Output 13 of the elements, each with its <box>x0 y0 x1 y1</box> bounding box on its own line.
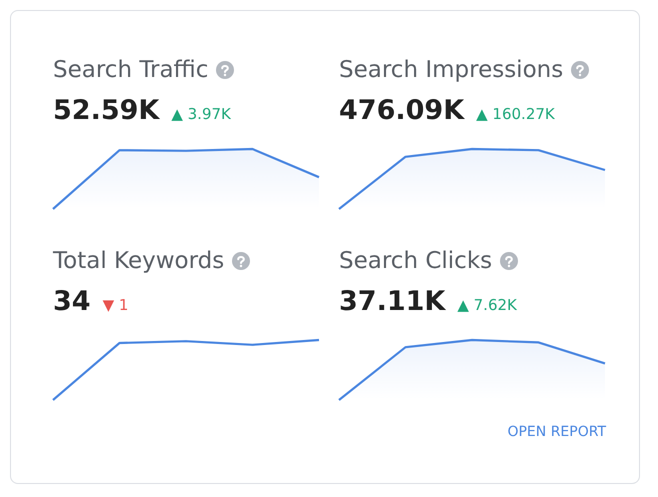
text: ▲ 160.27K <box>476 105 555 123</box>
chart-subtitle: 52.59K <box>53 95 160 126</box>
chart-subtitle: 37.11K <box>339 286 446 317</box>
chart-title: Search Impressions <box>339 57 564 83</box>
chart-subtitle: 476.09K <box>339 95 464 126</box>
text: ▲ 7.62K <box>457 296 517 314</box>
chart-title: Search Traffic <box>53 57 208 83</box>
chart-title: Total Keywords <box>53 248 224 274</box>
text: ▲ 3.97K <box>171 105 231 123</box>
text: OPEN REPORT <box>507 424 606 440</box>
text: ▼ 1 <box>102 296 128 314</box>
chart-subtitle: 34 <box>53 286 91 317</box>
chart-title: Search Clicks <box>339 248 492 274</box>
